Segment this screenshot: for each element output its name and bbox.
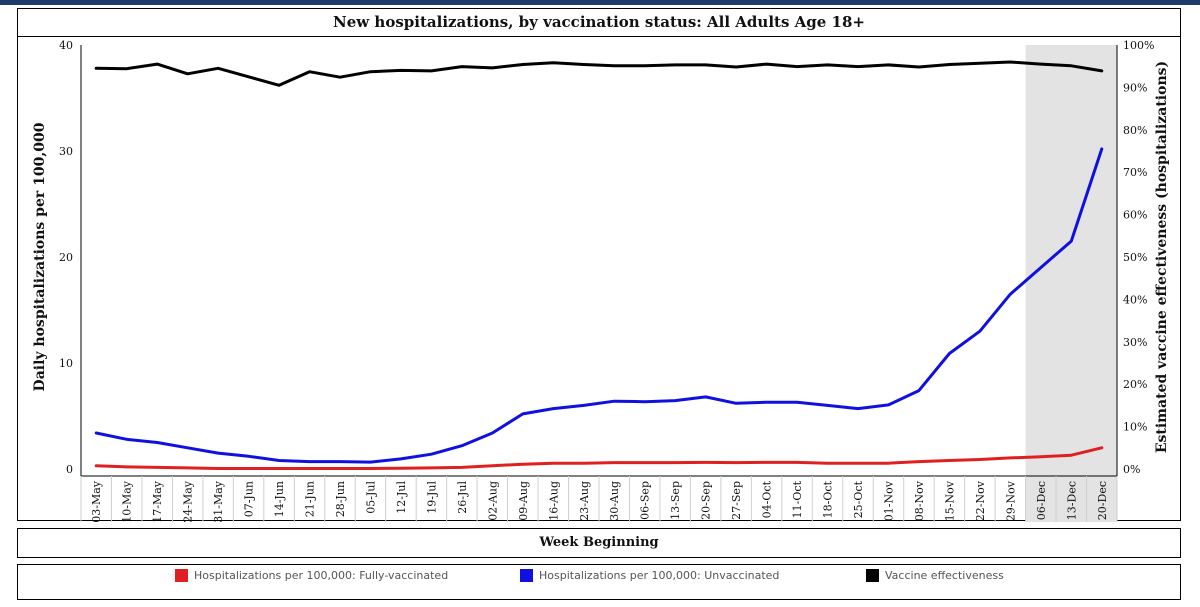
y-axis-title-right: Estimated vaccine effectiveness (hospita…: [1154, 61, 1170, 453]
y-tick-label-right: 50%: [1123, 251, 1147, 264]
x-tick-label: 12-Jul: [395, 481, 408, 514]
y-tick-label-left: 20: [59, 251, 73, 264]
top-rule: [0, 0, 1200, 5]
legend-item-vaccine-effectiveness[interactable]: Vaccine effectiveness: [866, 569, 1004, 582]
chart-panel: New hospitalizations, by vaccination sta…: [17, 8, 1181, 522]
x-tick-label: 07-Jun: [243, 481, 256, 517]
chart-svg: 0 10 20 30 40 0% 10% 20% 30% 40% 50% 60% 70% 80% 90% 10…: [32, 39, 1170, 522]
series-line-unvaccinated: [94, 147, 1104, 464]
legend-label-unvaccinated: Hospitalizations per 100,000: Unvaccinat…: [539, 569, 780, 582]
x-tick-label: 21-Jun: [304, 481, 317, 517]
y-tick-label-right: 30%: [1123, 336, 1147, 349]
legend-label-fully-vaccinated: Hospitalizations per 100,000: Fully-vacc…: [194, 569, 449, 582]
x-tick-label: 13-Sep: [669, 481, 682, 520]
x-tick-label: 03-May: [90, 480, 103, 522]
series-line-fully-vaccinated: [94, 446, 1104, 470]
x-tick-label: 08-Nov: [913, 480, 926, 521]
x-tick-label: 16-Aug: [547, 481, 560, 521]
x-tick-label: 06-Sep: [639, 481, 652, 520]
chart-title: New hospitalizations, by vaccination sta…: [18, 9, 1180, 37]
x-tick-label: 22-Nov: [974, 480, 987, 521]
legend-item-unvaccinated[interactable]: Hospitalizations per 100,000: Unvaccinat…: [520, 569, 779, 582]
x-axis-label: Week Beginning: [17, 528, 1181, 558]
y-tick-label-left: 0: [66, 463, 73, 476]
x-tick-label: 15-Nov: [943, 480, 956, 521]
x-tick-label: 06-Dec: [1035, 481, 1048, 520]
x-tick-label: 14-Jun: [273, 481, 286, 517]
y-tick-label-right: 90%: [1123, 81, 1147, 94]
legend-swatch-unvaccinated: [520, 569, 533, 582]
y-tick-label-left: 30: [59, 145, 73, 158]
y-tick-label-left: 40: [59, 39, 73, 52]
legend-swatch-fully-vaccinated: [175, 569, 188, 582]
shaded-region: [1025, 45, 1117, 522]
x-tick-label: 11-Oct: [791, 480, 804, 518]
x-tick-label: 04-Oct: [761, 480, 774, 518]
y-tick-label-right: 80%: [1123, 124, 1147, 137]
x-tick-label: 30-Aug: [608, 481, 621, 521]
legend-swatch-vaccine-effectiveness: [866, 569, 879, 582]
x-tick-label: 31-May: [212, 480, 225, 522]
x-tick-label: 25-Oct: [852, 480, 865, 518]
series-line-vaccine-effectiveness: [94, 60, 1104, 87]
y-tick-label-right: 70%: [1123, 166, 1147, 179]
x-tick-label: 28-Jun: [334, 481, 347, 517]
legend: Hospitalizations per 100,000: Fully-vacc…: [17, 564, 1181, 600]
y-axis-title-left: Daily hospitalizations per 100,000: [32, 122, 48, 391]
legend-label-vaccine-effectiveness: Vaccine effectiveness: [885, 569, 1004, 582]
x-tick-label: 01-Nov: [882, 480, 895, 521]
x-tick-label: 20-Dec: [1096, 481, 1109, 520]
x-tick-label: 18-Oct: [822, 480, 835, 518]
x-tick-label: 29-Nov: [1004, 480, 1017, 521]
x-tick-label: 09-Aug: [517, 481, 530, 521]
x-tick-label: 24-May: [182, 480, 195, 522]
y-tick-label-right: 40%: [1123, 293, 1147, 306]
y-tick-label-right: 20%: [1123, 378, 1147, 391]
x-tick-label: 13-Dec: [1065, 481, 1078, 520]
x-tick-label: 17-May: [151, 480, 164, 522]
y-tick-label-right: 60%: [1123, 209, 1147, 222]
x-tick-label: 05-Jul: [364, 481, 377, 514]
x-tick-label: 10-May: [121, 480, 134, 522]
x-tick-label: 23-Aug: [578, 481, 591, 521]
x-tick-label: 26-Jul: [456, 481, 469, 514]
y-tick-label-left: 10: [59, 357, 73, 370]
x-tick-label: 20-Sep: [700, 481, 713, 520]
x-tick-label: 27-Sep: [730, 481, 743, 520]
x-tick-label: 02-Aug: [486, 481, 499, 521]
y-tick-label-right: 0%: [1123, 463, 1140, 476]
y-tick-label-right: 100%: [1123, 39, 1154, 52]
x-tick-label: 19-Jul: [425, 481, 438, 514]
y-tick-label-right: 10%: [1123, 421, 1147, 434]
legend-item-fully-vaccinated[interactable]: Hospitalizations per 100,000: Fully-vacc…: [175, 569, 448, 582]
